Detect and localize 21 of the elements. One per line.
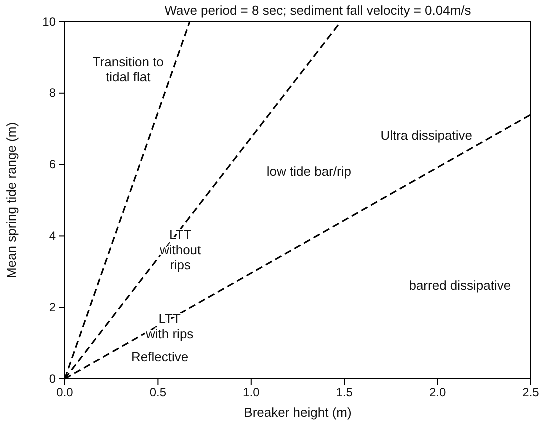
y-axis-title: Mean spring tide range (m)	[4, 122, 19, 279]
y-tick-label: 0	[49, 372, 56, 386]
x-axis-title: Breaker height (m)	[244, 405, 352, 420]
y-tick-label: 2	[49, 300, 56, 314]
y-tick-label: 4	[49, 229, 56, 244]
x-tick-label: 0.5	[150, 386, 167, 400]
x-tick-label: 2.0	[429, 386, 446, 400]
y-tick-label: 10	[42, 14, 56, 29]
chart-title: Wave period = 8 sec; sediment fall velocity = 0.04m/s	[164, 3, 472, 18]
annotation: Reflective	[132, 350, 189, 365]
x-tick-label: 1.5	[336, 386, 354, 400]
annotation: Ultra dissipative	[380, 128, 472, 144]
annotation: LTT without rips	[158, 227, 202, 272]
y-tick-label: 8	[49, 86, 56, 100]
annotation: Transition to tidal flat	[92, 54, 164, 85]
annotation: low tide bar/rip	[266, 164, 352, 179]
x-tick-label: 2.5	[522, 386, 540, 400]
y-tick-label: 6	[49, 158, 56, 172]
x-tick-label: 0.0	[56, 386, 74, 400]
annotation: barred dissipative	[409, 278, 512, 294]
x-tick-label: 1.0	[243, 386, 260, 400]
